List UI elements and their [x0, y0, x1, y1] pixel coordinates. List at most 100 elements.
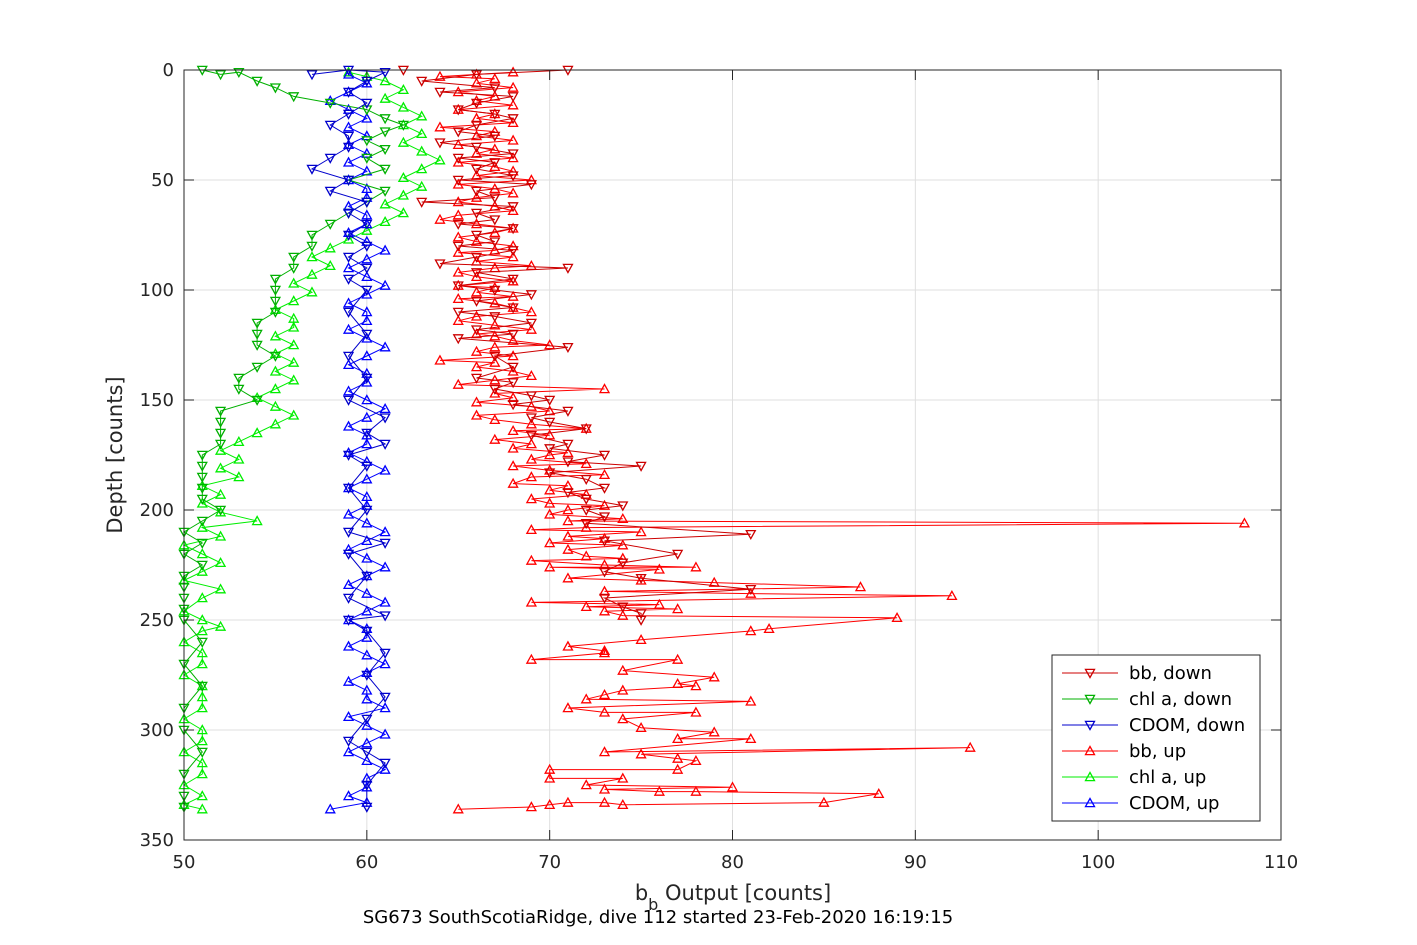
data-point: [342, 508, 355, 519]
data-point: [196, 637, 208, 648]
data-point: [361, 263, 373, 274]
x-tick-label: 70: [538, 852, 561, 873]
data-point: [544, 464, 556, 475]
data-point: [361, 373, 373, 384]
data-point: [196, 768, 208, 779]
data-point: [489, 351, 501, 362]
data-point: [251, 318, 263, 329]
data-point: [470, 147, 483, 158]
series-line: [329, 73, 387, 810]
legend-label: chl a, down: [1129, 689, 1232, 710]
data-point: [196, 658, 208, 669]
series-layer: [178, 65, 1251, 814]
data-point: [416, 127, 428, 139]
data-point: [361, 605, 373, 616]
data-point: [562, 457, 574, 468]
data-point: [379, 763, 391, 774]
data-point: [324, 94, 336, 106]
data-point: [288, 321, 300, 332]
data-point: [361, 571, 373, 582]
data-point: [416, 180, 428, 191]
data-point: [233, 453, 245, 464]
data-point: [342, 549, 355, 560]
data-point: [379, 561, 391, 572]
data-point: [196, 494, 208, 505]
data-point: [580, 518, 592, 530]
data-point: [379, 702, 391, 713]
data-point: [672, 732, 684, 744]
data-point: [361, 376, 373, 387]
data-point: [342, 274, 355, 285]
data-point: [397, 136, 410, 147]
data-point: [562, 796, 574, 807]
data-point: [507, 350, 519, 361]
data-point: [562, 640, 574, 651]
data-point: [598, 536, 611, 547]
data-point: [525, 290, 537, 301]
data-point: [196, 548, 208, 559]
data-point: [379, 215, 391, 227]
data-point: [470, 230, 483, 241]
data-point: [745, 584, 757, 596]
data-point: [470, 94, 483, 106]
legend-label: CDOM, up: [1129, 793, 1219, 814]
data-point: [214, 530, 227, 541]
data-point: [507, 303, 519, 314]
data-point: [470, 120, 483, 131]
data-point: [196, 521, 208, 532]
data-point: [489, 384, 501, 395]
data-point: [342, 746, 355, 757]
data-point: [361, 219, 373, 230]
data-point: [544, 429, 556, 440]
data-point: [434, 138, 446, 149]
data-point: [1238, 517, 1251, 528]
data-point: [562, 702, 574, 713]
data-point: [562, 572, 574, 583]
data-point: [306, 70, 318, 81]
data-point: [617, 512, 629, 524]
data-point: [452, 266, 464, 277]
data-point: [525, 493, 537, 504]
legend-entry: CDOM, up: [1062, 793, 1219, 814]
data-point: [635, 526, 647, 537]
data-point: [470, 130, 483, 141]
data-point: [196, 757, 208, 768]
data-point: [361, 329, 373, 340]
legend-marker: [1084, 668, 1096, 679]
data-point: [288, 409, 300, 420]
data-point: [544, 468, 556, 479]
data-point: [525, 653, 537, 664]
data-point: [580, 550, 592, 561]
data-point: [525, 413, 537, 424]
data-point: [562, 263, 574, 274]
data-point: [269, 274, 282, 285]
data-point: [525, 323, 537, 334]
data-point: [342, 226, 355, 238]
data-point: [361, 136, 373, 147]
data-point: [452, 178, 464, 189]
data-point: [379, 67, 391, 79]
data-point: [342, 483, 355, 494]
data-point: [507, 81, 519, 92]
data-point: [269, 418, 282, 429]
data-point: [214, 417, 227, 428]
data-point: [324, 153, 336, 164]
data-point: [342, 252, 355, 263]
data-point: [470, 169, 483, 180]
data-point: [434, 154, 446, 165]
x-tick-label: 110: [1264, 852, 1298, 873]
data-point: [361, 737, 373, 748]
data-point: [891, 611, 903, 623]
data-point: [489, 158, 501, 169]
legend-entry: bb, down: [1062, 663, 1212, 684]
data-point: [434, 213, 446, 224]
data-point: [342, 395, 355, 406]
data-point: [507, 334, 519, 345]
x-tick-label: 60: [355, 852, 378, 873]
data-point: [489, 433, 501, 444]
x-tick-label: 50: [173, 852, 196, 873]
data-point: [470, 373, 483, 384]
data-point: [288, 374, 300, 385]
data-point: [306, 251, 318, 262]
data-point: [598, 706, 611, 717]
